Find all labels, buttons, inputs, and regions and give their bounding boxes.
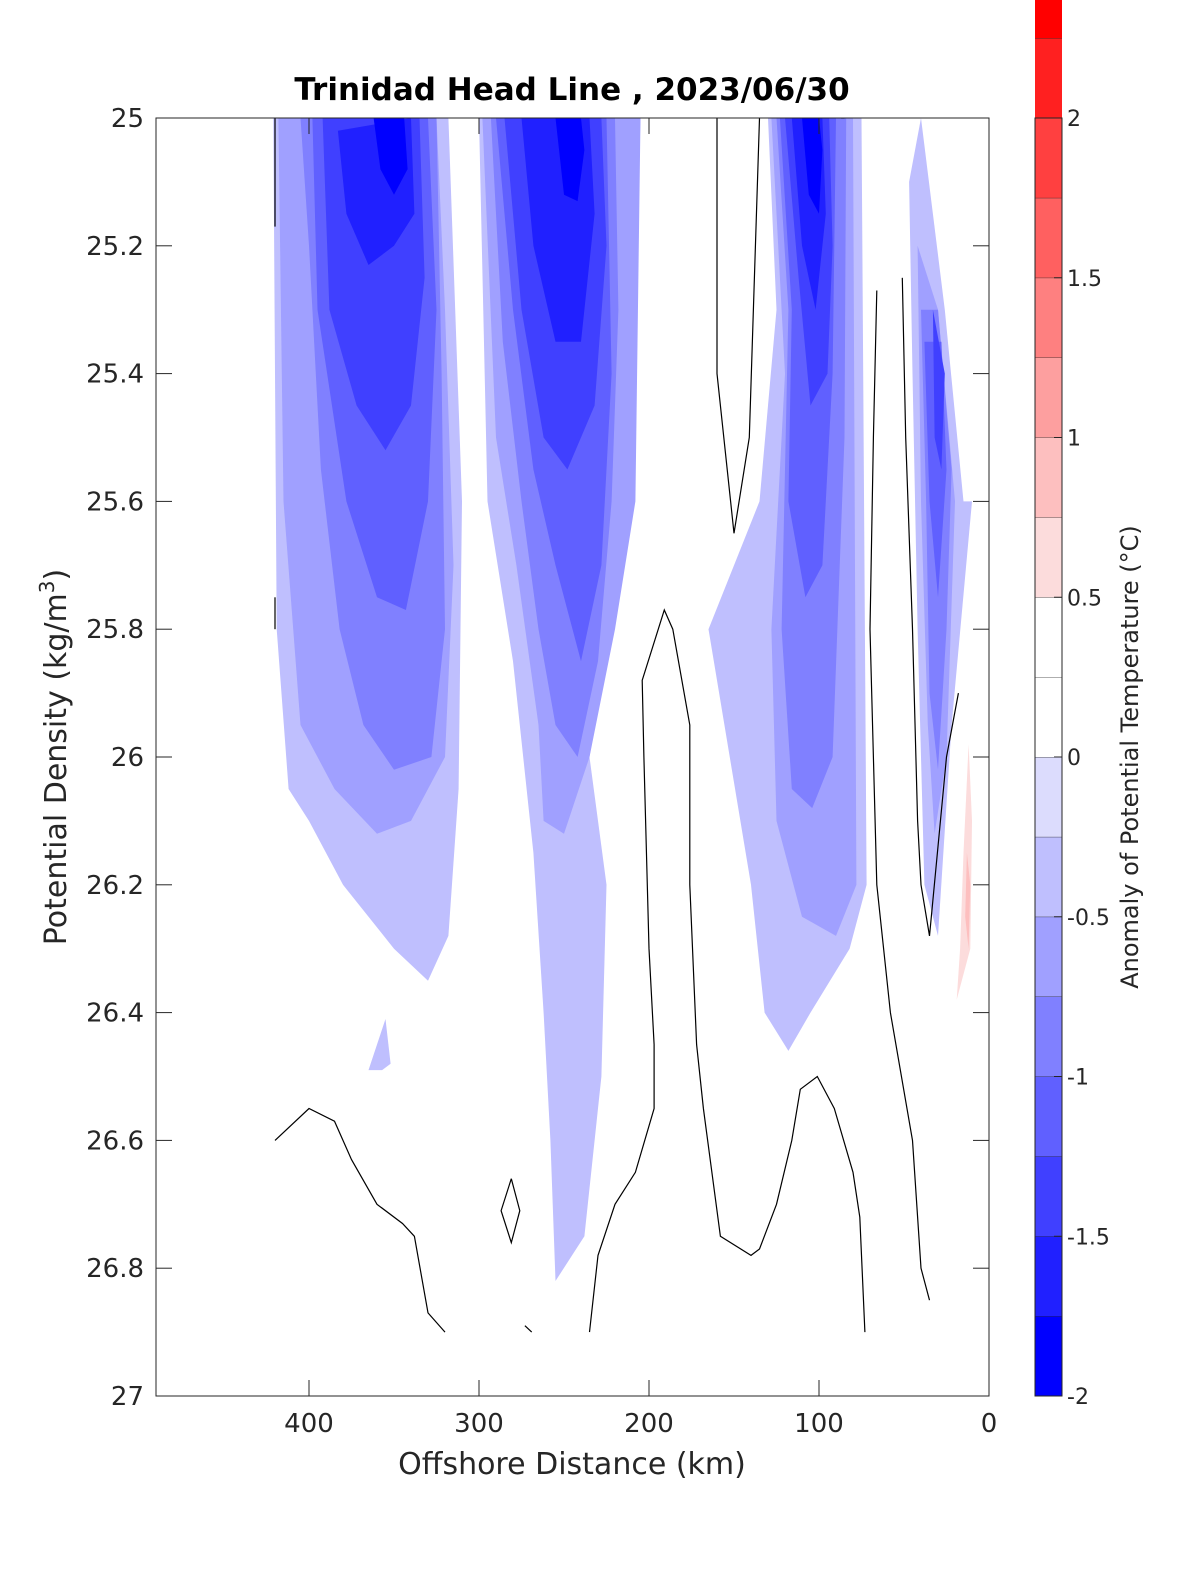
colorbar-tick-label: 0: [1067, 746, 1081, 771]
colorbar-band: [1035, 1236, 1062, 1317]
colorbar-band: [1035, 357, 1062, 438]
colorbar-ticks: -2 -1.5 -1 -0.5 0 0.5 1 1.5 2: [1054, 107, 1110, 1410]
colorbar-tick-label: -1: [1067, 1066, 1089, 1091]
colorbar-band: [1035, 437, 1062, 518]
colorbar-band: [1035, 197, 1062, 278]
anomaly-region-warm-patch-upper: [725, 118, 751, 406]
zero-contour-line: [869, 290, 931, 1301]
zero-contour-line: [274, 1107, 446, 1333]
y-axis-label-close: ): [39, 569, 74, 581]
colorbar-band: [1035, 757, 1062, 837]
zero-contour-lines: [274, 118, 959, 1333]
colorbar-band: [1035, 597, 1062, 678]
x-axis-label: Offshore Distance (km): [398, 1447, 746, 1482]
y-tick-label: 27: [111, 1382, 144, 1412]
colorbar-tick-label: 0.5: [1067, 586, 1102, 611]
colorbar-band: [1035, 1076, 1062, 1157]
zero-contour-line: [588, 608, 866, 1333]
zero-contour-line: [500, 1178, 521, 1245]
colorbar-tick-label: 1.5: [1067, 267, 1102, 292]
x-tick-label: 0: [981, 1409, 998, 1439]
colorbar-band: [1035, 677, 1062, 757]
anomaly-fill-regions: [273, 118, 972, 1281]
y-tick-label: 26: [111, 743, 144, 773]
colorbar-tick-label: -0.5: [1067, 906, 1110, 931]
y-tick-label: 25.8: [86, 615, 144, 645]
x-tick-label: 300: [454, 1409, 504, 1439]
anomaly-region-warm-patch-coastal: [878, 450, 894, 694]
anomaly-region-warm-patch-nearshore: [965, 852, 971, 949]
y-tick-label: 26.2: [86, 871, 144, 901]
x-tick-label: 100: [794, 1409, 844, 1439]
colorbar-band: [1035, 517, 1062, 598]
colorbar-band: [1035, 1156, 1062, 1237]
zero-contour-line: [901, 277, 959, 936]
colorbar-band: [1035, 118, 1062, 198]
colorbar-band: [1035, 836, 1062, 917]
anomaly-region-isolated-negative: [368, 1019, 391, 1071]
colorbar-band: [1035, 277, 1062, 358]
y-axis-label: Potential Density (kg/m3): [35, 569, 74, 945]
y-axis-label-main: Potential Density (kg/m: [39, 593, 74, 945]
colorbar-band: [1035, 1316, 1062, 1396]
colorbar-tick-label: -1.5: [1067, 1225, 1110, 1250]
x-tick-label: 400: [284, 1409, 334, 1439]
colorbar: [1035, 0, 1062, 1396]
y-tick-label: 26.4: [86, 999, 144, 1029]
colorbar-band: [1035, 996, 1062, 1077]
anomaly-region-mid-core: [555, 118, 585, 202]
colorbar-tick-label: 2: [1067, 107, 1081, 132]
colorbar-label: Anomaly of Potential Temperature (°C): [1116, 525, 1144, 989]
y-axis-ticks: 25 25.2 25.4 25.6 25.8 26 26.2 26.4 26.6 26.8 27: [86, 104, 989, 1412]
anomaly-region-inshore-core: [802, 118, 823, 214]
x-tick-label: 200: [624, 1409, 674, 1439]
y-tick-label: 26.8: [86, 1254, 144, 1284]
y-tick-label: 25.4: [86, 360, 144, 390]
y-tick-label: 25.6: [86, 487, 144, 517]
colorbar-band: [1035, 0, 1062, 39]
x-axis-ticks: 400 300 200 100 0: [284, 118, 997, 1439]
y-tick-label: 25: [111, 104, 144, 134]
y-axis-label-superscript: 3: [35, 580, 59, 593]
anomaly-region-offshore-core: [373, 118, 408, 195]
chart-title: Trinidad Head Line , 2023/06/30: [294, 72, 849, 108]
zero-contour-line: [524, 1325, 533, 1333]
colorbar-tick-label: -2: [1067, 1385, 1089, 1410]
anomaly-region-coastal-core: [932, 309, 945, 470]
colorbar-tick-label: 1: [1067, 427, 1081, 452]
y-tick-label: 26.6: [86, 1126, 144, 1156]
y-tick-label: 25.2: [86, 232, 144, 262]
zero-contour-line: [716, 118, 761, 534]
colorbar-band: [1035, 916, 1062, 997]
colorbar-band: [1035, 38, 1062, 118]
